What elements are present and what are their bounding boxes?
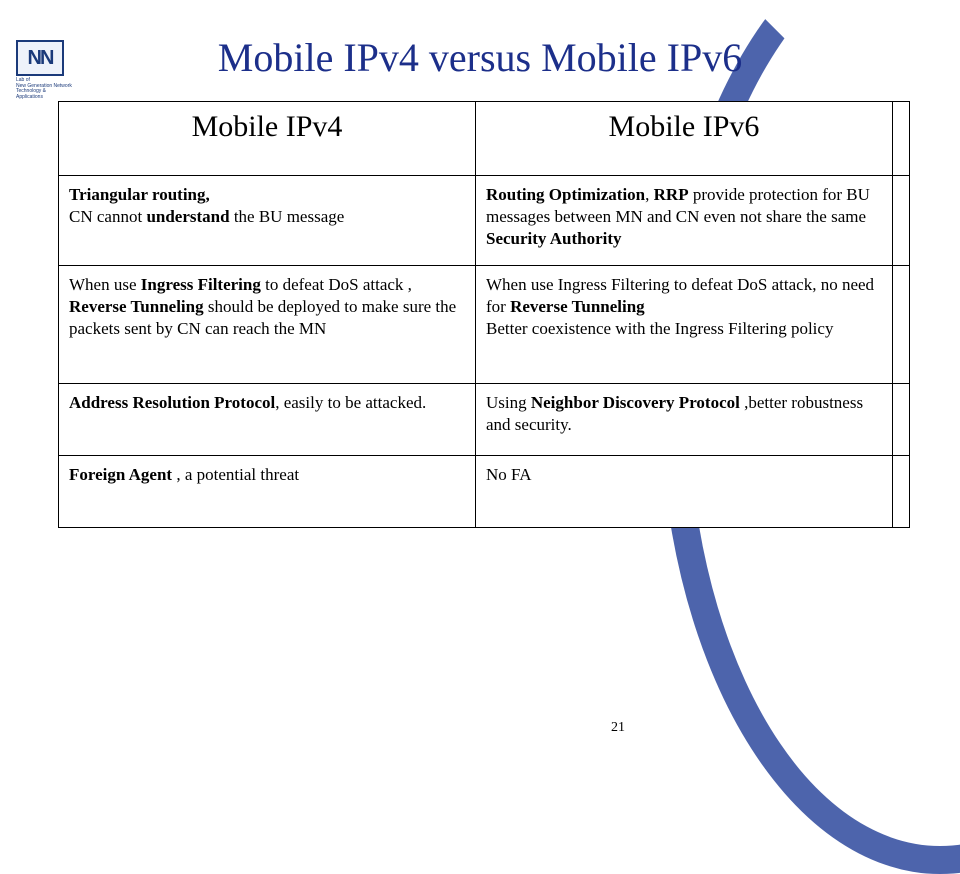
slide-title: Mobile IPv4 versus Mobile IPv6 (0, 34, 960, 81)
cell-ipv4: Foreign Agent , a potential threat (59, 456, 476, 528)
logo-subtext: Lab of New Generation Network Technology… (16, 78, 74, 100)
header-ipv6: Mobile IPv6 (475, 102, 892, 176)
cell-spacer (892, 176, 909, 266)
cell-ipv6: No FA (475, 456, 892, 528)
table-row: Address Resolution Protocol, easily to b… (59, 384, 910, 456)
cell-spacer (892, 456, 909, 528)
page-number: 21 (611, 720, 625, 736)
cell-ipv6: Routing Optimization, RRP provide protec… (475, 176, 892, 266)
table-row: Foreign Agent , a potential threat No FA (59, 456, 910, 528)
table-row: When use Ingress Filtering to defeat DoS… (59, 266, 910, 384)
cell-ipv6: When use Ingress Filtering to defeat DoS… (475, 266, 892, 384)
cell-ipv6: Using Neighbor Discovery Protocol ,bette… (475, 384, 892, 456)
cell-ipv4: When use Ingress Filtering to defeat DoS… (59, 266, 476, 384)
cell-ipv4: Address Resolution Protocol, easily to b… (59, 384, 476, 456)
table-row: Triangular routing,CN cannot understand … (59, 176, 910, 266)
header-ipv4: Mobile IPv4 (59, 102, 476, 176)
comparison-table: Mobile IPv4 Mobile IPv6 Triangular routi… (58, 101, 910, 528)
table-header-row: Mobile IPv4 Mobile IPv6 (59, 102, 910, 176)
comparison-table-wrap: Mobile IPv4 Mobile IPv6 Triangular routi… (58, 101, 910, 528)
logo-line3: Technology & Applications (16, 89, 74, 100)
cell-ipv4: Triangular routing,CN cannot understand … (59, 176, 476, 266)
cell-spacer (892, 266, 909, 384)
cell-spacer (892, 384, 909, 456)
header-spacer (892, 102, 909, 176)
